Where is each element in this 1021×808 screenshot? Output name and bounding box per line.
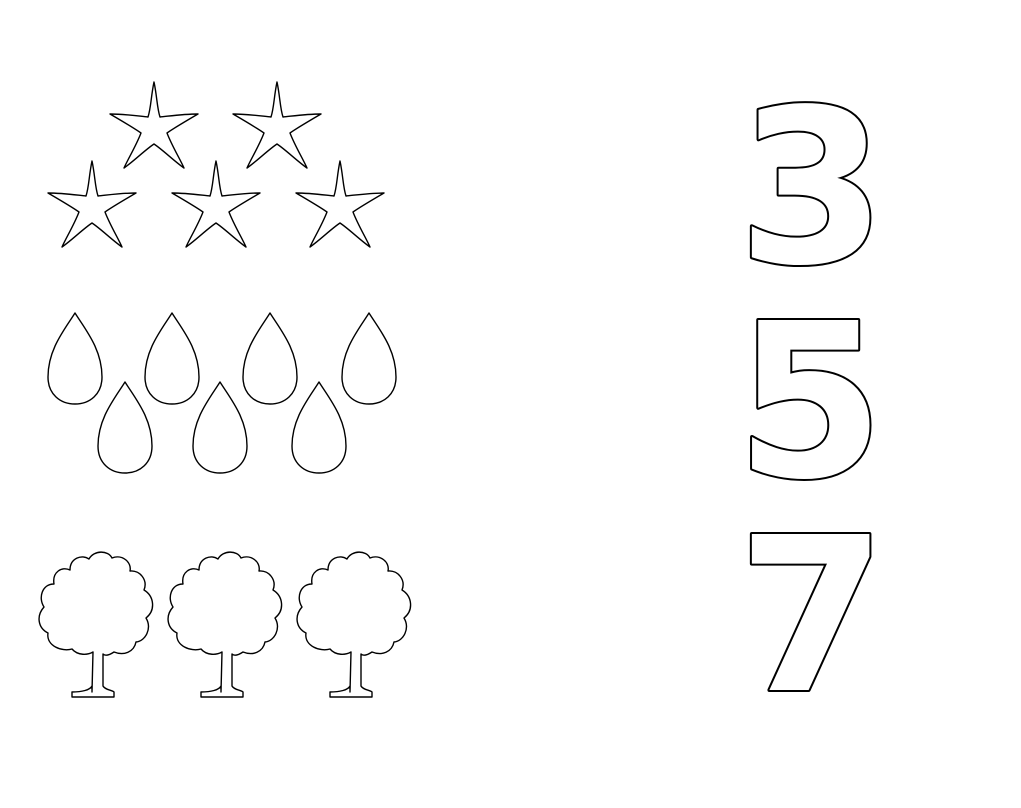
numbers-column: 3 5 7 <box>734 62 889 743</box>
raindrop-icon <box>97 381 153 474</box>
number-three: 3 <box>738 64 887 313</box>
raindrop-icon <box>242 312 298 405</box>
tree-icon <box>167 551 283 698</box>
raindrops-group <box>47 312 397 474</box>
raindrop-icon <box>341 312 397 405</box>
tree-icon <box>296 551 412 698</box>
star-icon <box>47 160 137 248</box>
raindrop-icon <box>47 312 103 405</box>
raindrop-icon <box>291 381 347 474</box>
star-icon <box>295 160 385 248</box>
stars-group <box>47 81 385 248</box>
raindrop-icon <box>192 381 248 474</box>
number-five: 5 <box>736 278 885 527</box>
star-icon <box>109 81 199 169</box>
star-icon <box>171 160 261 248</box>
tree-icon <box>38 551 154 698</box>
number-seven: 7 <box>738 492 887 741</box>
star-icon <box>232 81 322 169</box>
raindrop-icon <box>144 312 200 405</box>
trees-group <box>38 551 412 698</box>
